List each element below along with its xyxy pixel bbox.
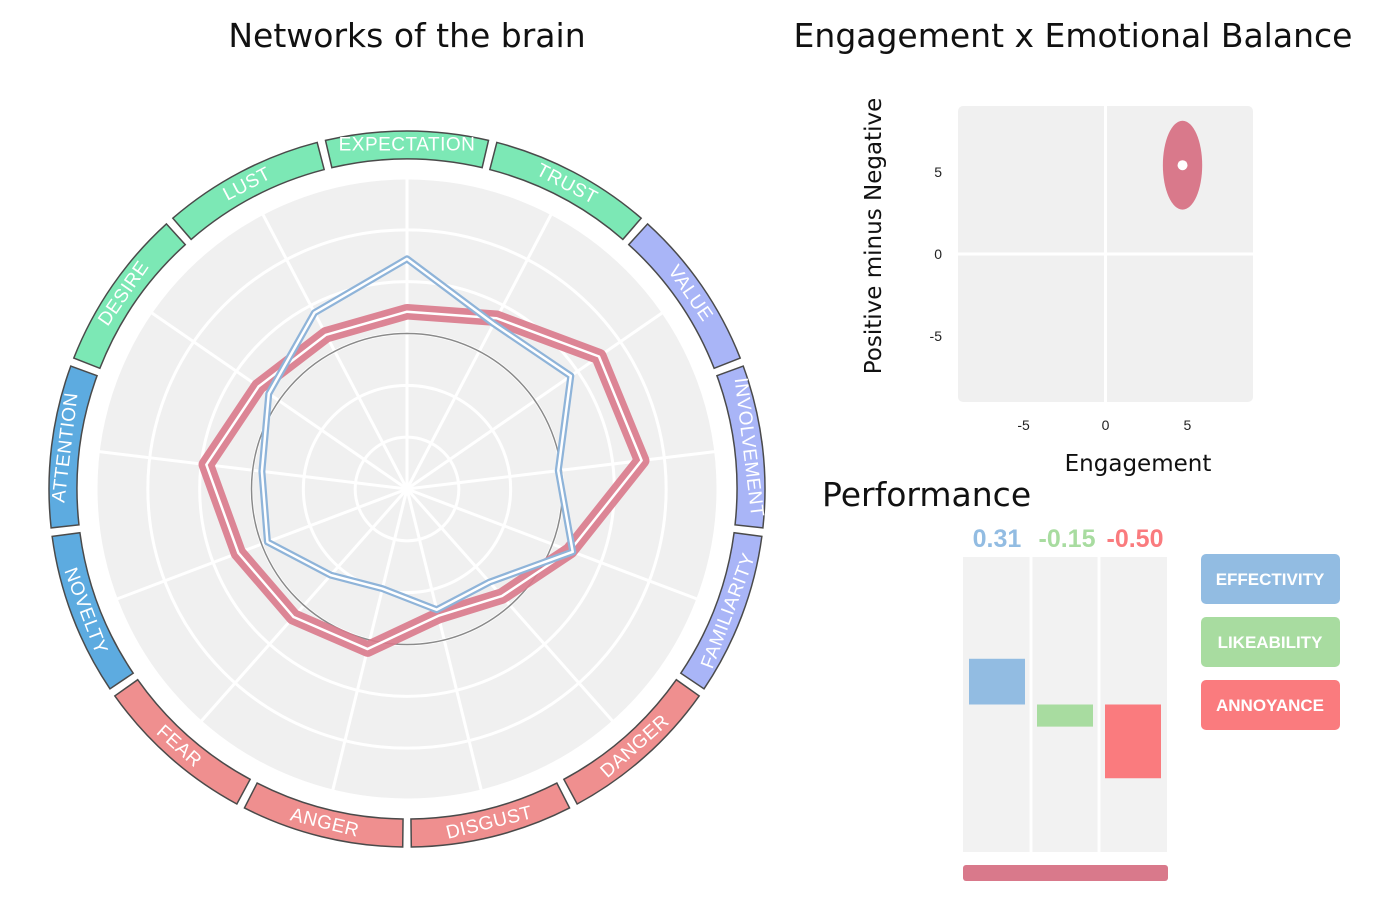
radar-segment-expectation (324, 130, 490, 169)
performance-legend: EFFECTIVITY LIKEABILITY ANNOYANCE (1201, 554, 1340, 730)
performance-chart: Performance 0.31 -0.15 -0.50 EFFECTIVITY LI… (822, 475, 1340, 881)
performance-bar-annoyance (1105, 704, 1161, 779)
performance-legend-box (1201, 680, 1340, 730)
radar-segment-value (627, 222, 742, 370)
radar-segment-involvement (715, 365, 766, 529)
scatter-x-tick: 5 (1184, 417, 1192, 433)
performance-bars (969, 658, 1161, 779)
radar-series-line (260, 257, 575, 612)
scatter-point (1177, 160, 1188, 171)
radar-segment-lust (171, 141, 326, 241)
radar-segment-novelty (51, 531, 135, 690)
radar-segment-trust (488, 141, 643, 241)
radar-segment-familiarity (679, 531, 763, 690)
scatter-x-tick: -5 (1017, 417, 1030, 433)
performance-bar-effectivity (969, 658, 1025, 705)
scatter-y-tick: 0 (934, 246, 942, 262)
radar-segment-disgust (410, 782, 571, 848)
scatter-marks (1162, 120, 1203, 210)
performance-title: Performance (822, 475, 1031, 514)
performance-value-label: 0.31 (973, 525, 1022, 553)
scatter-ticks: -5 0 5 5 0 -5 (930, 164, 1192, 433)
scatter-chart: Engagement x Emotional Balance -5 0 5 5 0-5 … (794, 16, 1353, 477)
radar-segment-anger (243, 782, 404, 848)
performance-value-label: -0.15 (1039, 525, 1096, 553)
performance-value-label: -0.50 (1107, 525, 1164, 553)
performance-legend-label: LIKEABILITY (1218, 633, 1323, 652)
performance-grid (1029, 557, 1101, 852)
radar-chart: Networks of the brain EXPECTATIONTRUSTVA… (48, 16, 767, 848)
radar-segment-fear (113, 678, 252, 805)
scatter-y-tick: -5 (930, 328, 943, 344)
scatter-x-axis-label: Engagement (1065, 451, 1212, 477)
scatter-y-axis-label: Positive minus Negative (861, 98, 887, 374)
performance-legend-label: EFFECTIVITY (1216, 570, 1325, 589)
performance-legend-box (1201, 617, 1340, 667)
radar-grid (94, 176, 720, 802)
scatter-title: Engagement x Emotional Balance (794, 16, 1353, 55)
radar-category-label: EXPECTATION (339, 135, 476, 156)
performance-value-labels: 0.31 -0.15 -0.50 (973, 525, 1164, 553)
radar-segment-danger (562, 678, 701, 805)
performance-legend-box (1201, 554, 1340, 604)
radar-series-line (205, 310, 643, 651)
scatter-x-tick: 0 (1102, 417, 1110, 433)
radar-series (198, 255, 650, 657)
performance-legend-label: ANNOYANCE (1216, 696, 1324, 715)
performance-footer-bar (963, 865, 1168, 881)
scatter-y-tick: 5 (934, 164, 942, 180)
performance-bar-likeability (1037, 704, 1093, 727)
scatter-grid (958, 106, 1271, 402)
radar-segment-attention (48, 365, 99, 529)
radar-title: Networks of the brain (228, 16, 585, 55)
radar-segment-desire (72, 222, 187, 370)
